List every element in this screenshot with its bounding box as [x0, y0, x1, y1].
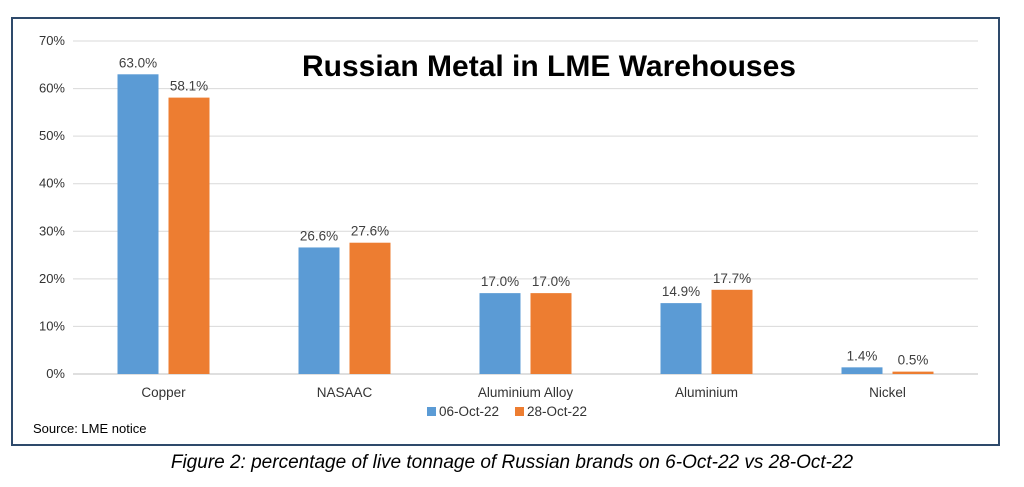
y-tick-label: 50%: [39, 128, 65, 143]
y-tick-label: 70%: [39, 33, 65, 48]
bar: [841, 367, 883, 374]
y-tick-label: 0%: [46, 366, 65, 381]
figure-caption: Figure 2: percentage of live tonnage of …: [170, 452, 854, 473]
data-label: 27.6%: [351, 224, 389, 239]
data-label: 17.0%: [481, 274, 519, 289]
chart-svg: 0% 10% 20% 30% 40% 50% 60% 70% 63.0% 58.1% Copper 2…: [33, 33, 978, 436]
bar: [711, 289, 753, 374]
bar-layer: [117, 74, 934, 375]
x-category-label: Aluminium: [675, 385, 738, 400]
bar: [168, 97, 210, 375]
grid-layer: [73, 40, 978, 375]
x-category-label: NASAAC: [317, 385, 373, 400]
data-label: 17.0%: [532, 274, 570, 289]
bar: [530, 293, 572, 374]
source-note: Source: LME notice: [33, 421, 146, 436]
y-tick-label: 30%: [39, 223, 65, 238]
bar: [117, 74, 159, 375]
chart-frame: 0% 10% 20% 30% 40% 50% 60% 70% 63.0% 58.1% Copper 2…: [11, 17, 1000, 446]
data-label: 1.4%: [847, 348, 878, 363]
x-category-label: Copper: [141, 385, 186, 400]
data-label: 26.6%: [300, 228, 338, 243]
legend: 06-Oct-22 28-Oct-22: [427, 404, 587, 419]
data-label: 63.0%: [119, 55, 157, 70]
bar: [660, 303, 702, 374]
y-tick-label: 60%: [39, 81, 65, 96]
x-category-label: Nickel: [869, 385, 906, 400]
bar: [479, 293, 521, 374]
bar: [892, 371, 934, 374]
bar: [298, 247, 340, 374]
y-tick-label: 10%: [39, 318, 65, 333]
data-label: 58.1%: [170, 79, 208, 94]
data-label: 14.9%: [662, 284, 700, 299]
label-layer: 0% 10% 20% 30% 40% 50% 60% 70% 63.0% 58.1% Copper 2…: [39, 33, 928, 400]
legend-swatch: [515, 407, 524, 416]
y-tick-label: 20%: [39, 271, 65, 286]
legend-label: 06-Oct-22: [439, 404, 499, 419]
legend-swatch: [427, 407, 436, 416]
data-label: 17.7%: [713, 271, 751, 286]
bar: [349, 242, 391, 374]
y-tick-label: 40%: [39, 176, 65, 191]
x-category-label: Aluminium Alloy: [478, 385, 574, 400]
data-label: 0.5%: [898, 353, 929, 368]
legend-label: 28-Oct-22: [527, 404, 587, 419]
chart-title: Russian Metal in LME Warehouses: [302, 50, 796, 83]
